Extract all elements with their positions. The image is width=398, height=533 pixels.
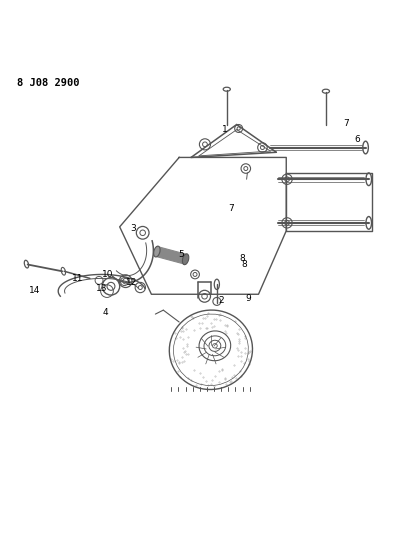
Text: 8: 8 — [242, 260, 248, 269]
Text: 7: 7 — [343, 119, 349, 128]
Text: 8 J08 2900: 8 J08 2900 — [17, 78, 79, 88]
Text: 2: 2 — [218, 296, 224, 305]
Text: 5: 5 — [178, 250, 184, 259]
Text: 6: 6 — [355, 135, 361, 144]
Text: 11: 11 — [72, 274, 84, 283]
Text: 10: 10 — [102, 270, 113, 279]
Polygon shape — [157, 246, 185, 264]
Text: 13: 13 — [96, 284, 107, 293]
Text: 8: 8 — [240, 254, 246, 263]
Text: 3: 3 — [131, 224, 137, 233]
Text: 12: 12 — [126, 278, 137, 287]
Ellipse shape — [154, 246, 160, 257]
Text: 14: 14 — [29, 286, 40, 295]
Text: 1: 1 — [222, 125, 228, 134]
Text: 9: 9 — [246, 294, 252, 303]
Text: 7: 7 — [228, 205, 234, 214]
Ellipse shape — [182, 254, 189, 265]
Text: 4: 4 — [103, 308, 109, 317]
